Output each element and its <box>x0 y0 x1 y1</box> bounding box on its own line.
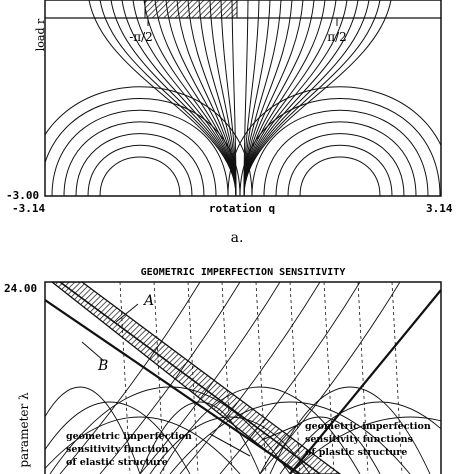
elastic-annotation-pointer <box>209 433 251 457</box>
funnel-curve-right <box>243 0 392 196</box>
dashed-guide <box>289 282 301 474</box>
curve-a-label: A <box>142 293 154 309</box>
right-arch-curve <box>287 144 393 196</box>
left-arch-curve <box>45 98 241 196</box>
sensitivity-arc <box>45 386 141 474</box>
figure-a-y-min-label: -3.00 <box>6 189 39 202</box>
plastic-right-bound <box>289 289 441 474</box>
plastic-annotation-line-2: sensitivity functions <box>305 434 413 445</box>
left-arch-curve <box>75 133 205 196</box>
right-tick-label: π/2 <box>327 30 347 44</box>
left-arch-curve <box>45 86 253 196</box>
figure-b-title: GEOMETRIC IMPERFECTION SENSITIVITY <box>141 267 346 278</box>
curve-b-label: B <box>97 358 108 374</box>
descending-curve <box>59 282 201 474</box>
sensitivity-arc <box>45 401 191 474</box>
dashed-guide <box>357 282 369 474</box>
curve-b-pointer <box>81 341 105 362</box>
figure-b-frame <box>44 281 442 474</box>
dashed-guide <box>255 282 267 474</box>
elastic-annotation-line-3: of elastic structure <box>66 457 168 468</box>
right-arch-curve <box>299 156 381 196</box>
right-arch-curve <box>239 98 441 196</box>
figure-b-y-max-label: 24.00 <box>4 282 37 295</box>
left-arch-curve <box>63 121 217 196</box>
descending-curve <box>179 282 321 474</box>
figure-a-xlabel: rotation q <box>209 202 275 215</box>
elastic-annotation: geometric imperfection sensitivity funct… <box>66 431 192 468</box>
right-arch-curve <box>227 86 441 196</box>
elastic-annotation-line-1: geometric imperfection <box>66 431 192 442</box>
left-tick-label: -π/2 <box>129 30 153 44</box>
sensitivity-arc <box>289 416 441 474</box>
descending-curve <box>139 282 281 474</box>
dashed-guide <box>391 282 403 474</box>
figure-a-hatched-region <box>144 0 238 19</box>
figure-a-ylabel: load r <box>34 18 47 51</box>
plastic-annotation-line-3: of plastic structure <box>305 447 407 458</box>
sensitivity-arc <box>139 401 261 474</box>
left-arch-curve <box>51 109 229 196</box>
figure-a-caption: a. <box>231 230 244 246</box>
curve-a-pointer <box>115 303 139 323</box>
plastic-annotation: geometric imperfection sensitivity funct… <box>305 421 431 458</box>
figure-a-frame <box>44 0 442 197</box>
funnel-curve-right <box>243 0 370 196</box>
figure-b-ylabel: parameter λ <box>17 392 31 468</box>
right-arch-curve <box>275 133 405 196</box>
plastic-annotation-pointer <box>261 423 301 441</box>
dashed-guide <box>323 282 335 474</box>
figure-b-plot <box>44 281 442 474</box>
left-arch-curve <box>99 156 181 196</box>
funnel-curve-right <box>243 0 304 196</box>
sensitivity-arc <box>169 401 411 474</box>
funnel-curve-left <box>176 0 237 196</box>
plastic-left-bound <box>45 299 301 474</box>
sensitivity-arc <box>45 416 241 474</box>
sensitivity-arc <box>159 386 361 474</box>
left-arch-curve <box>87 144 193 196</box>
right-arch-curve <box>251 109 429 196</box>
sensitivity-arc <box>269 386 431 474</box>
figure-a-x-min-label: -3.14 <box>12 202 45 215</box>
figure-a-curves <box>45 0 441 196</box>
sensitivity-arc <box>279 401 441 474</box>
right-arch-curve <box>263 121 417 196</box>
dashed-guide <box>221 282 233 474</box>
elastic-annotation-line-2: sensitivity function <box>66 444 169 455</box>
figure-a-plot <box>44 0 442 197</box>
funnel-curve-left <box>88 0 237 196</box>
curve-a-line <box>59 282 321 474</box>
figure-a-x-max-label: 3.14 <box>426 202 453 215</box>
plastic-annotation-line-1: geometric imperfection <box>305 421 431 432</box>
